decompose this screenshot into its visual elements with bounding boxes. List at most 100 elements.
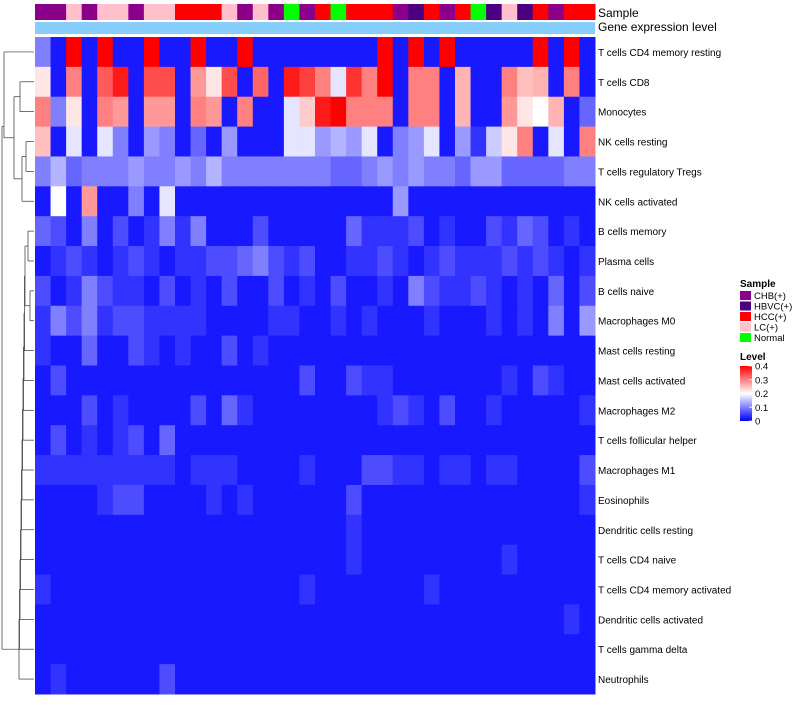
heatmap-cell <box>206 66 223 98</box>
heatmap-cell <box>579 96 596 128</box>
heatmap-cell <box>423 634 440 665</box>
heatmap-cell <box>563 425 580 456</box>
heatmap-cell <box>66 37 83 68</box>
heatmap-cell <box>206 664 223 695</box>
heatmap-cell <box>159 484 176 516</box>
heatmap-cell <box>159 544 176 576</box>
row-label: T cells gamma delta <box>598 645 688 656</box>
heatmap-cell <box>190 574 207 605</box>
heatmap-cell <box>268 305 285 337</box>
heatmap-cell <box>175 335 192 366</box>
heatmap-cell <box>517 305 534 337</box>
heatmap-cell <box>159 574 176 605</box>
heatmap-cell <box>517 604 534 635</box>
heatmap-cell <box>501 156 518 187</box>
heatmap-cell <box>237 216 254 247</box>
heatmap-cell <box>35 634 52 665</box>
heatmap-cell <box>237 156 254 187</box>
heatmap-cell <box>206 216 223 247</box>
heatmap-cell <box>455 395 472 426</box>
heatmap-cell <box>501 96 518 128</box>
heatmap-cell <box>268 455 285 486</box>
heatmap-cell <box>66 395 83 426</box>
heatmap-cell <box>190 186 207 217</box>
heatmap-cell <box>128 66 145 98</box>
heatmap-cell <box>579 574 596 605</box>
heatmap-cell <box>346 335 363 366</box>
heatmap-cell <box>408 335 425 366</box>
heatmap-cell <box>346 186 363 217</box>
heatmap-cell <box>190 335 207 366</box>
heatmap-cell <box>579 365 596 396</box>
heatmap-cell <box>579 126 596 157</box>
heatmap-cell <box>97 156 114 187</box>
heatmap-cell <box>221 305 238 337</box>
sample-annotation-cell <box>175 4 192 20</box>
sample-annotation-cell <box>501 4 518 20</box>
heatmap-cell <box>563 455 580 486</box>
heatmap-cell <box>532 425 549 456</box>
heatmap-cell <box>377 604 394 635</box>
heatmap-cell <box>517 425 534 456</box>
heatmap-cell <box>221 246 238 277</box>
level-tick-label: 0.3 <box>755 375 768 386</box>
heatmap-cell <box>50 574 67 605</box>
heatmap-cell <box>237 604 254 635</box>
heatmap-cell <box>408 156 425 187</box>
heatmap-cell <box>470 216 487 247</box>
heatmap-cell <box>221 634 238 665</box>
sample-annotation-cell <box>112 4 129 20</box>
heatmap-cell <box>35 544 52 576</box>
heatmap-cell <box>470 335 487 366</box>
heatmap-cell <box>517 664 534 695</box>
heatmap-cell <box>128 664 145 695</box>
heatmap-cell <box>66 156 83 187</box>
heatmap-cell <box>97 425 114 456</box>
heatmap-cell <box>423 455 440 486</box>
heatmap-cell <box>97 126 114 157</box>
heatmap-cell <box>408 216 425 247</box>
heatmap-cell <box>268 335 285 366</box>
heatmap-cell <box>532 634 549 665</box>
heatmap-cell <box>221 544 238 576</box>
heatmap-cell <box>268 96 285 128</box>
sample-annotation-cell <box>486 4 503 20</box>
heatmap-cell <box>377 246 394 277</box>
heatmap-cell <box>392 96 409 128</box>
heatmap-cell <box>97 335 114 366</box>
heatmap-cell <box>66 96 83 128</box>
heatmap-cell <box>50 604 67 635</box>
heatmap-cell <box>377 335 394 366</box>
heatmap-cell <box>361 66 378 98</box>
heatmap-cell <box>128 544 145 576</box>
row-label: T cells CD4 memory activated <box>598 585 731 596</box>
heatmap-cell <box>361 455 378 486</box>
heatmap-cell <box>268 544 285 576</box>
heatmap-cell <box>112 604 129 635</box>
heatmap-cell <box>579 484 596 516</box>
heatmap-cell <box>423 216 440 247</box>
heatmap-cell <box>128 37 145 68</box>
heatmap-cell <box>159 604 176 635</box>
heatmap-cell <box>361 156 378 187</box>
heatmap-cell <box>268 275 285 307</box>
heatmap-cell <box>423 514 440 546</box>
row-label: NK cells activated <box>598 197 677 208</box>
heatmap-cell <box>315 574 332 605</box>
heatmap-cell <box>112 186 129 217</box>
heatmap-cell <box>159 96 176 128</box>
heatmap-cell <box>423 574 440 605</box>
annotation-label-sample: Sample <box>598 6 639 20</box>
heatmap-cell <box>470 126 487 157</box>
heatmap-cell <box>143 216 160 247</box>
heatmap-cell <box>97 37 114 68</box>
heatmap-cell <box>330 544 347 576</box>
heatmap-cell <box>315 604 332 635</box>
heatmap-cell <box>470 395 487 426</box>
heatmap-cell <box>486 544 503 576</box>
heatmap-cell <box>408 275 425 307</box>
heatmap-cell <box>455 634 472 665</box>
heatmap-cell <box>66 455 83 486</box>
heatmap-cell <box>377 425 394 456</box>
heatmap-cell <box>439 37 456 68</box>
